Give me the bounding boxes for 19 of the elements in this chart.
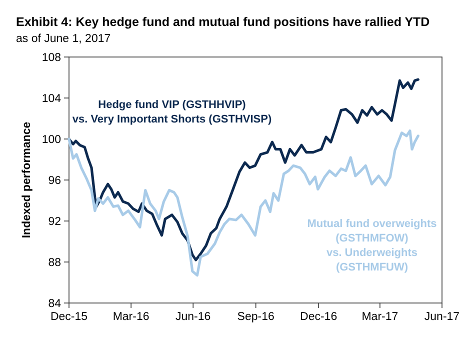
y-tick-label: 96 [48, 175, 61, 188]
y-tick-label: 84 [48, 298, 62, 310]
x-tick-label: Sep-16 [237, 311, 274, 323]
y-axis-title: Indexed performance [21, 122, 33, 238]
x-tick-label: Jun-16 [176, 311, 211, 323]
x-tick-label: Dec-15 [50, 311, 88, 323]
x-tick-label: Dec-16 [300, 311, 338, 323]
y-tick-label: 92 [48, 216, 61, 228]
y-tick-label: 100 [42, 134, 61, 146]
y-tick-label: 108 [42, 52, 61, 64]
y-tick-label: 104 [42, 93, 62, 106]
x-tick-label: Mar-16 [112, 311, 150, 323]
x-tick-label: Jun-17 [424, 311, 460, 323]
series-label: Hedge fund VIP (GSTHHVIP) vs. Very Important Shorts (GSTHVISP) [72, 99, 272, 126]
chart-title: Exhibit 4: Key hedge fund and mutual fund positions have rallied YTD [16, 15, 430, 29]
x-tick-label: Mar-17 [362, 311, 398, 323]
chart-subtitle: as of June 1, 2017 [16, 33, 111, 45]
text: Mutual fund overweights (GSTHMFOW) vs. Underweights (GSTHMFUW) [307, 218, 437, 274]
y-tick-label: 88 [48, 257, 61, 270]
